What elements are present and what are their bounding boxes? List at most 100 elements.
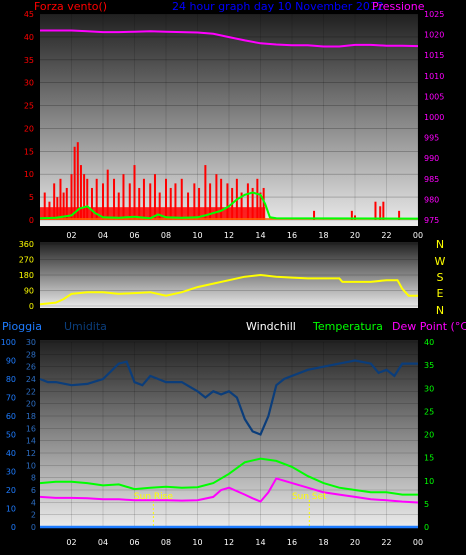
- x-tick-label: 14: [255, 538, 265, 547]
- wind-tick-label: 45: [24, 10, 34, 19]
- wind-bar: [169, 187, 172, 220]
- temperature-y-ticks: 0 5 10 15 20 25 30 35 40: [424, 338, 434, 532]
- humidity-tick-label: 16: [26, 424, 36, 433]
- pressure-tick-label: 985: [424, 175, 439, 184]
- wind-bar: [65, 187, 68, 220]
- direction-grid: [40, 243, 418, 307]
- sunrise-label: Sun Rise: [134, 492, 173, 502]
- wind-bar: [106, 169, 109, 220]
- x-tick-label: 12: [224, 231, 234, 240]
- temperature-tick-label: 15: [424, 454, 434, 463]
- humidity-tick-label: 0: [31, 523, 36, 532]
- wind-y-ticks: 0 5 10 15 20 25 30 35 40 45: [24, 10, 34, 225]
- direction-tick-label: 360: [19, 240, 34, 249]
- x-tick-label: 02: [66, 538, 76, 547]
- compass-label: N: [436, 238, 444, 251]
- direction-y-ticks: 0 90 180 270 360: [19, 240, 34, 311]
- wind-bar: [62, 192, 65, 220]
- wind-bar: [128, 183, 131, 220]
- wind-bar: [90, 187, 93, 220]
- temperature-tick-label: 40: [424, 338, 434, 347]
- humidity-tick-label: 18: [26, 412, 36, 421]
- wind-bar: [180, 178, 183, 220]
- x-tick-label: 14: [255, 231, 265, 240]
- humidity-tick-label: 24: [26, 375, 36, 384]
- wind-tick-label: 30: [24, 79, 34, 88]
- x-tick-label: 10: [192, 538, 202, 547]
- temperature-tick-label: 20: [424, 431, 434, 440]
- humidity-tick-label: 8: [31, 474, 36, 483]
- wind-bar: [76, 142, 79, 220]
- wind-bar: [382, 201, 385, 220]
- x-tick-label: 18: [318, 538, 328, 547]
- wind-tick-label: 0: [29, 216, 34, 225]
- pressure-y-ticks: 975 980 985 990 995 1000 1005 1010 1015 1020 1025: [424, 10, 444, 225]
- wind-tick-label: 20: [24, 124, 34, 133]
- temperature-tick-label: 30: [424, 384, 434, 393]
- chart-title: 24 hour graph day 10 November 2012: [172, 0, 384, 13]
- wind-bar: [174, 183, 177, 220]
- humidity-tick-label: 14: [26, 437, 36, 446]
- wind-bar: [259, 192, 262, 220]
- humidity-tick-label: 10: [26, 461, 36, 470]
- x-tick-label: 08: [161, 231, 171, 240]
- wind-bar: [220, 178, 223, 220]
- humidity-tick-label: 12: [26, 449, 36, 458]
- temperature-tick-label: 25: [424, 407, 434, 416]
- wind-bar: [209, 183, 212, 220]
- temperature-x-ticks: 02 04 06 08 10 12 14 16 18 20 22 00: [66, 538, 423, 547]
- wind-bar: [113, 178, 116, 220]
- rain-legend: Pioggia: [2, 320, 42, 333]
- wind-bar: [240, 192, 243, 220]
- pressure-tick-label: 990: [424, 154, 439, 163]
- x-tick-label: 00: [413, 538, 423, 547]
- pressure-tick-label: 980: [424, 195, 439, 204]
- direction-tick-label: 90: [24, 287, 34, 296]
- humidity-legend: Umidita: [64, 320, 107, 333]
- rain-tick-label: 90: [6, 357, 16, 366]
- x-tick-label: 20: [350, 231, 360, 240]
- humidity-tick-label: 4: [31, 498, 36, 507]
- wind-bar: [226, 183, 229, 220]
- wind-bar: [251, 187, 254, 220]
- wind-bar: [95, 178, 98, 220]
- rain-y-ticks: 0 10 20 30 40 50 60 70 80 90 100: [1, 338, 16, 532]
- humidity-tick-label: 30: [26, 338, 36, 347]
- pressure-tick-label: 1005: [424, 92, 444, 101]
- x-tick-label: 02: [66, 231, 76, 240]
- x-tick-label: 10: [192, 231, 202, 240]
- rain-tick-label: 50: [6, 431, 16, 440]
- rain-tick-label: 20: [6, 486, 16, 495]
- wind-bar: [246, 183, 249, 220]
- humidity-tick-label: 20: [26, 400, 36, 409]
- rain-tick-label: 30: [6, 468, 16, 477]
- humidity-tick-label: 22: [26, 387, 36, 396]
- x-tick-label: 16: [287, 231, 297, 240]
- wind-bar: [398, 210, 401, 220]
- pressure-tick-label: 1025: [424, 10, 444, 19]
- wind-bar: [350, 210, 353, 220]
- wind-bar: [379, 206, 382, 220]
- x-tick-label: 04: [98, 231, 108, 240]
- wind-bar: [193, 183, 196, 220]
- rain-tick-label: 40: [6, 449, 16, 458]
- wind-bar: [187, 192, 190, 220]
- wind-bar-mass: [40, 207, 266, 220]
- wind-bar: [70, 174, 73, 220]
- wind-bar: [165, 178, 167, 220]
- temperature-tick-label: 35: [424, 361, 434, 370]
- rain-tick-label: 10: [6, 505, 16, 514]
- x-tick-label: 04: [98, 538, 108, 547]
- x-tick-label: 12: [224, 538, 234, 547]
- x-tick-label: 06: [129, 231, 139, 240]
- pressure-tick-label: 975: [424, 216, 439, 225]
- pressure-tick-label: 1015: [424, 51, 444, 60]
- dewpoint-series-line: [39, 477, 419, 504]
- wind-bar: [73, 146, 76, 220]
- wind-bar: [256, 178, 259, 220]
- humidity-tick-label: 28: [26, 350, 36, 359]
- wind-bar: [43, 192, 46, 220]
- pressure-axis-title: Pressione: [372, 0, 425, 13]
